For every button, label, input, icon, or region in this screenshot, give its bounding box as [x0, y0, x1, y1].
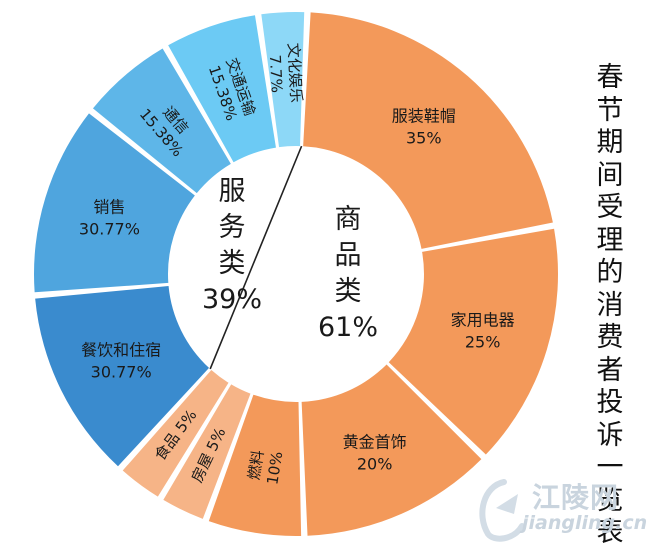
donut-hole	[169, 147, 423, 401]
slice-销售	[33, 113, 195, 293]
group-divider	[209, 145, 303, 370]
site-watermark: 江陵网 jiangling.cn	[474, 474, 650, 548]
chart-title: 春节期间受理的消费者投诉一览表	[596, 62, 624, 548]
watermark-name: 江陵网	[532, 481, 620, 514]
slice-label-服装鞋帽: 服装鞋帽 35%	[392, 107, 456, 148]
slice-label-餐饮和住宿: 餐饮和住宿 30.77%	[81, 340, 161, 381]
slice-燃料	[208, 394, 302, 536]
watermark-url: jiangling.cn	[522, 512, 648, 534]
slice-label-黄金首饰: 黄金首饰 20%	[343, 432, 407, 473]
slice-餐饮和住宿	[35, 286, 210, 467]
watermark-logo-icon	[479, 479, 525, 542]
slice-label-家用电器: 家用电器 25%	[451, 310, 515, 351]
slice-黄金首饰	[301, 364, 482, 536]
slice-交通运输	[168, 15, 276, 163]
slice-文化娱乐	[261, 12, 305, 148]
group-label-services: 服务类 39%	[202, 176, 262, 315]
slice-label-销售: 销售 30.77%	[79, 197, 140, 238]
slice-label-燃料: 燃料10%	[245, 447, 287, 486]
slice-通信	[92, 48, 231, 194]
slice-房屋	[163, 384, 251, 519]
slice-label-文化娱乐: 文化娱乐7.7%	[265, 42, 305, 104]
slice-服装鞋帽	[303, 12, 553, 249]
slice-食品	[122, 370, 229, 497]
slice-家用电器	[388, 228, 558, 455]
group-label-goods: 商品类 61%	[318, 204, 378, 343]
